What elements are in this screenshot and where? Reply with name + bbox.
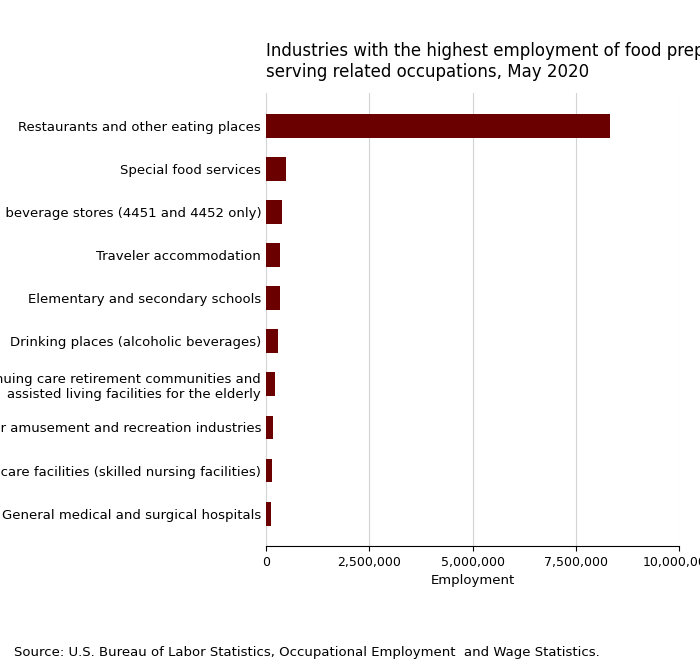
Bar (266, 157, 286, 180)
Bar (266, 286, 279, 310)
X-axis label: Employment: Employment (430, 574, 514, 587)
Bar (266, 372, 274, 396)
Bar (266, 114, 610, 138)
Text: Source: U.S. Bureau of Labor Statistics, Occupational Employment  and Wage Stati: Source: U.S. Bureau of Labor Statistics,… (14, 646, 600, 659)
Bar (266, 330, 278, 353)
Text: Industries with the highest employment of food preparation and
serving related o: Industries with the highest employment o… (266, 42, 700, 81)
Bar (266, 459, 272, 482)
Bar (266, 243, 281, 267)
Bar (266, 501, 272, 525)
Bar (266, 416, 273, 440)
Bar (266, 200, 281, 224)
